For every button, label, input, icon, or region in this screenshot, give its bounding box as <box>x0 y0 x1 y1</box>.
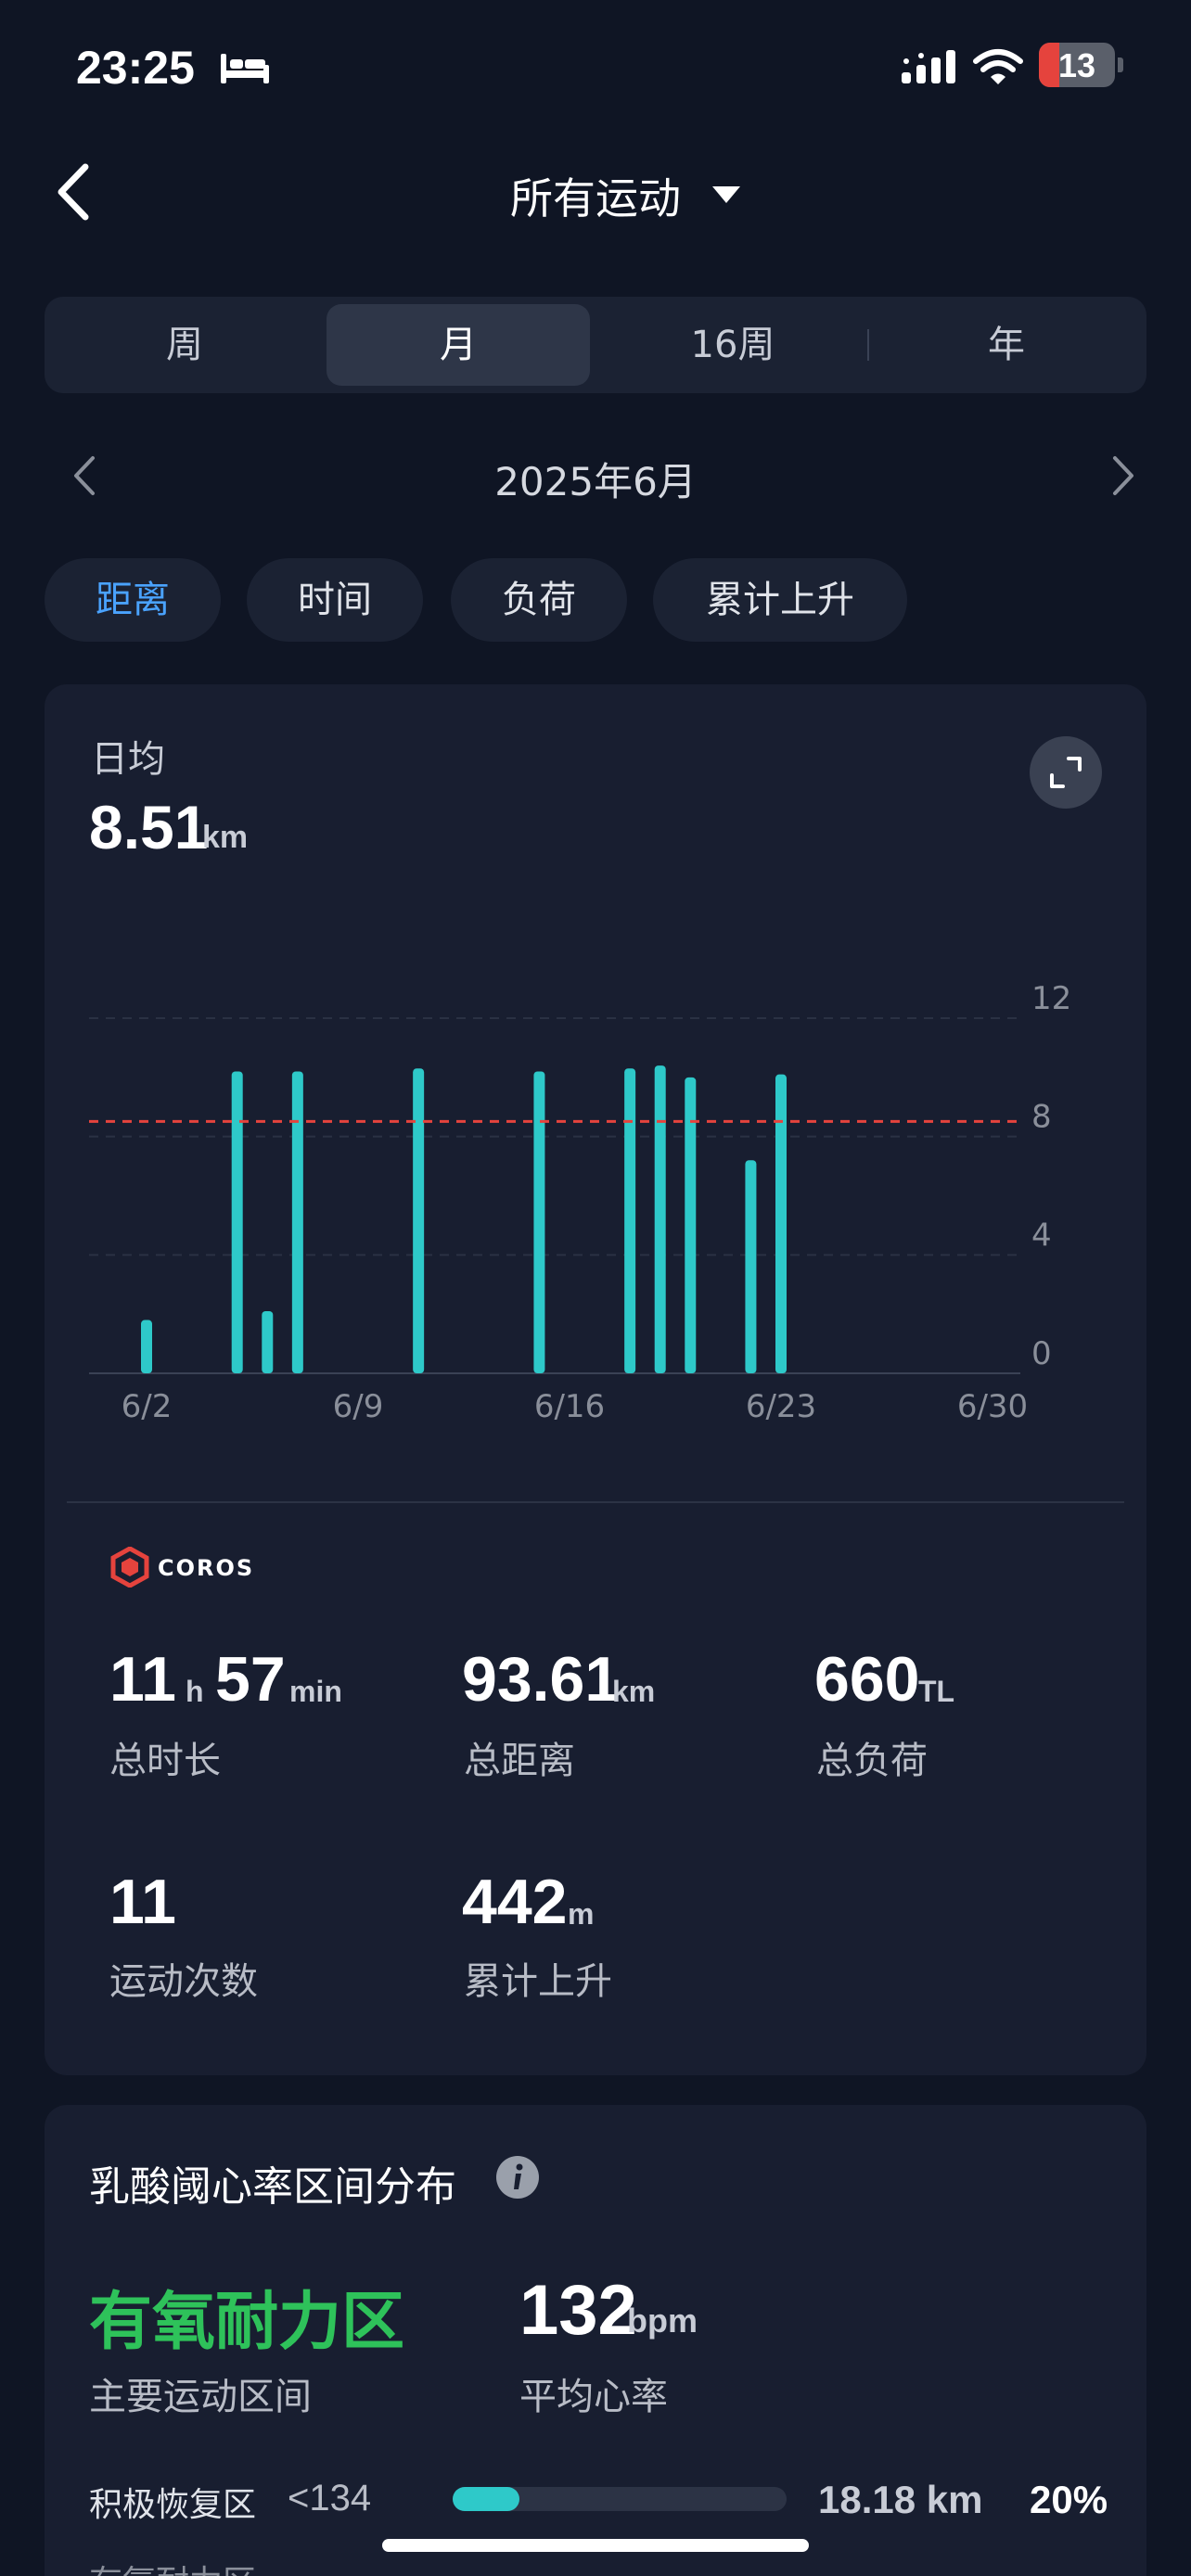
x-tick-label: 6/2 <box>122 1388 173 1425</box>
tab-month[interactable]: 月 <box>327 304 590 386</box>
total-ascent: 442 <box>462 1867 568 1937</box>
tab-divider <box>867 329 869 361</box>
total-ascent-label: 累计上升 <box>464 1960 612 2003</box>
tab-16-weeks[interactable]: 16周 <box>690 324 775 366</box>
total-ascent-unit: m <box>568 1897 595 1931</box>
duration-hours: 11 <box>109 1644 176 1715</box>
chart-bar <box>775 1074 787 1373</box>
x-tick-label: 6/23 <box>746 1388 816 1425</box>
chart-bar <box>624 1068 636 1373</box>
chip-time[interactable]: 时间 <box>247 558 423 642</box>
period-tabs: 周 月 16周 年 <box>45 297 1146 393</box>
average-heart-rate-unit: bpm <box>627 2302 698 2340</box>
chart-bar <box>685 1077 697 1373</box>
distance-bar-chart: 6/2 6/9 6/16 6/23 6/30 12 8 4 0 <box>89 980 1071 1425</box>
y-tick-label: 8 <box>1031 1099 1052 1136</box>
daily-average-label: 日均 <box>91 738 165 781</box>
chart-bar <box>413 1068 425 1373</box>
duration-hours-unit: h <box>186 1675 204 1708</box>
main-zone-name: 有氧耐力区 <box>89 2286 405 2359</box>
chip-load[interactable]: 负荷 <box>451 558 627 642</box>
activity-count: 11 <box>109 1867 176 1937</box>
zone-row-name: 积极恢复区 <box>89 2486 257 2524</box>
battery-level: 13 <box>1057 46 1096 84</box>
total-distance: 93.61 <box>462 1644 621 1715</box>
chart-bar <box>141 1320 152 1373</box>
coros-logo: COROS <box>110 1547 254 1588</box>
chip-ascent[interactable]: 累计上升 <box>653 558 907 642</box>
chevron-left-icon[interactable] <box>50 159 96 224</box>
total-load-unit: TL <box>918 1675 955 1708</box>
chevron-right-icon[interactable] <box>1109 453 1137 499</box>
hr-zone-title: 乳酸阈心率区间分布 <box>89 2163 456 2211</box>
duration-label: 总时长 <box>109 1740 221 1782</box>
y-tick-label: 0 <box>1031 1335 1052 1372</box>
average-heart-rate: 132 <box>519 2271 637 2350</box>
chart-bar <box>291 1071 303 1373</box>
coros-logo-text: COROS <box>158 1555 254 1581</box>
duration-minutes-unit: min <box>289 1675 342 1708</box>
chart-bar <box>231 1071 243 1373</box>
expand-button[interactable] <box>1030 736 1102 809</box>
chart-bar <box>533 1071 545 1373</box>
battery-icon: 13 <box>1039 43 1115 87</box>
battery-nub <box>1118 57 1123 72</box>
main-zone-label: 主要运动区间 <box>89 2376 312 2418</box>
wifi-icon <box>973 49 1023 84</box>
zone-row-percent: 20% <box>1030 2478 1108 2521</box>
zone-row-distance: 18.18 km <box>818 2478 983 2521</box>
page-title[interactable]: 所有运动 <box>510 173 681 223</box>
tab-year[interactable]: 年 <box>988 324 1025 366</box>
status-time: 23:25 <box>76 42 195 94</box>
signal-icon <box>902 50 955 83</box>
summary-card <box>45 684 1146 2075</box>
tab-week[interactable]: 周 <box>166 324 203 366</box>
duration-minutes: 57 <box>215 1644 286 1715</box>
caret-down-icon[interactable] <box>711 184 742 206</box>
x-tick-label: 6/30 <box>957 1388 1028 1425</box>
total-distance-label: 总距离 <box>464 1740 575 1782</box>
total-distance-unit: km <box>612 1675 656 1708</box>
card-divider <box>67 1501 1124 1503</box>
chart-bar <box>654 1065 666 1373</box>
bed-icon <box>221 54 269 83</box>
average-heart-rate-label: 平均心率 <box>519 2376 668 2418</box>
chevron-left-icon[interactable] <box>70 453 98 499</box>
chart-bar <box>745 1160 757 1373</box>
y-tick-label: 12 <box>1031 980 1071 1017</box>
total-load-label: 总负荷 <box>816 1740 928 1782</box>
zone-progress-fill <box>453 2487 519 2511</box>
chip-distance[interactable]: 距离 <box>45 558 221 642</box>
month-label: 2025年6月 <box>494 459 697 504</box>
expand-icon <box>1050 757 1082 788</box>
total-load: 660 <box>814 1644 920 1715</box>
x-tick-label: 6/16 <box>534 1388 605 1425</box>
info-icon[interactable] <box>495 2155 540 2200</box>
zone-row-range: <134 <box>288 2478 372 2519</box>
x-tick-label: 6/9 <box>333 1388 384 1425</box>
daily-average-value: 8.51 <box>89 793 209 861</box>
home-indicator <box>382 2539 809 2552</box>
zone-row-name: 有氧耐力区 <box>89 2556 256 2576</box>
daily-average-unit: km <box>202 820 249 855</box>
chart-bar <box>262 1310 274 1373</box>
y-tick-label: 4 <box>1031 1217 1052 1254</box>
activity-count-label: 运动次数 <box>109 1960 258 2003</box>
